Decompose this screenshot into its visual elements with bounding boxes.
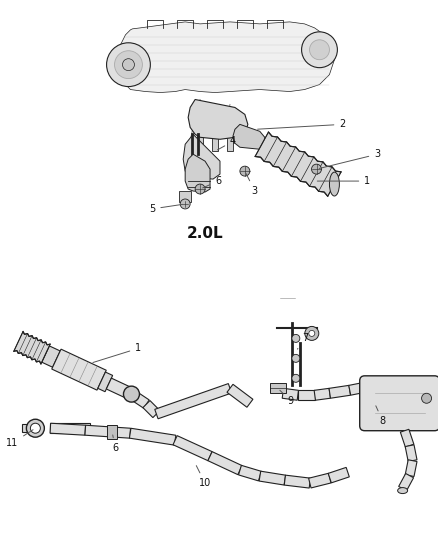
Polygon shape (227, 384, 253, 407)
Circle shape (124, 386, 139, 402)
Polygon shape (106, 378, 134, 400)
Polygon shape (143, 401, 160, 417)
Polygon shape (259, 471, 286, 485)
Text: 10: 10 (196, 466, 211, 488)
Polygon shape (197, 134, 203, 151)
Text: 1: 1 (93, 343, 141, 362)
Polygon shape (309, 473, 331, 488)
Polygon shape (282, 389, 299, 400)
Polygon shape (52, 349, 106, 390)
Circle shape (30, 423, 40, 433)
Polygon shape (255, 132, 341, 196)
Polygon shape (173, 435, 212, 461)
Polygon shape (208, 451, 242, 475)
Polygon shape (329, 385, 350, 398)
Circle shape (292, 354, 300, 362)
Polygon shape (50, 423, 90, 433)
Polygon shape (85, 425, 131, 438)
Circle shape (310, 40, 329, 60)
Circle shape (311, 164, 321, 174)
Text: 7: 7 (297, 334, 308, 349)
Circle shape (26, 419, 44, 437)
Circle shape (292, 334, 300, 342)
Polygon shape (14, 332, 50, 364)
Polygon shape (42, 346, 60, 367)
Circle shape (240, 166, 250, 176)
Circle shape (123, 59, 134, 71)
Text: 8: 8 (376, 406, 386, 426)
Polygon shape (119, 22, 334, 93)
Circle shape (302, 32, 337, 68)
Bar (270, 383, 286, 393)
Polygon shape (155, 384, 232, 419)
Polygon shape (129, 390, 149, 408)
Polygon shape (405, 445, 417, 462)
Text: 3: 3 (246, 174, 258, 196)
Polygon shape (400, 429, 414, 447)
Polygon shape (284, 475, 311, 488)
Polygon shape (98, 372, 113, 392)
Polygon shape (212, 134, 218, 151)
Polygon shape (239, 465, 261, 481)
Text: 6: 6 (112, 435, 118, 453)
Polygon shape (129, 429, 176, 445)
Text: 2.0L: 2.0L (187, 227, 223, 241)
Polygon shape (328, 467, 350, 483)
Ellipse shape (329, 172, 339, 196)
Polygon shape (50, 423, 85, 435)
FancyBboxPatch shape (360, 376, 438, 431)
Text: 3: 3 (319, 149, 380, 168)
Polygon shape (179, 191, 191, 202)
Text: 9: 9 (280, 390, 294, 406)
Polygon shape (188, 100, 248, 139)
Text: 1: 1 (317, 176, 371, 186)
Bar (107, 425, 117, 439)
Polygon shape (22, 424, 32, 432)
Circle shape (114, 51, 142, 78)
Circle shape (305, 326, 319, 341)
Polygon shape (405, 460, 417, 477)
Polygon shape (185, 154, 210, 192)
Polygon shape (314, 389, 330, 400)
Polygon shape (233, 124, 265, 149)
Polygon shape (399, 473, 413, 491)
Circle shape (422, 393, 431, 403)
Circle shape (195, 184, 205, 194)
Circle shape (292, 374, 300, 382)
Text: 2: 2 (258, 119, 346, 130)
Polygon shape (227, 134, 233, 151)
Text: 11: 11 (6, 430, 33, 448)
Circle shape (180, 199, 190, 209)
Circle shape (309, 330, 315, 336)
Circle shape (106, 43, 150, 86)
Text: 6: 6 (203, 176, 221, 188)
Polygon shape (298, 390, 315, 400)
Text: 5: 5 (149, 204, 182, 214)
Polygon shape (349, 382, 371, 395)
Ellipse shape (398, 488, 408, 494)
Text: 4: 4 (217, 136, 236, 150)
Polygon shape (183, 134, 220, 179)
